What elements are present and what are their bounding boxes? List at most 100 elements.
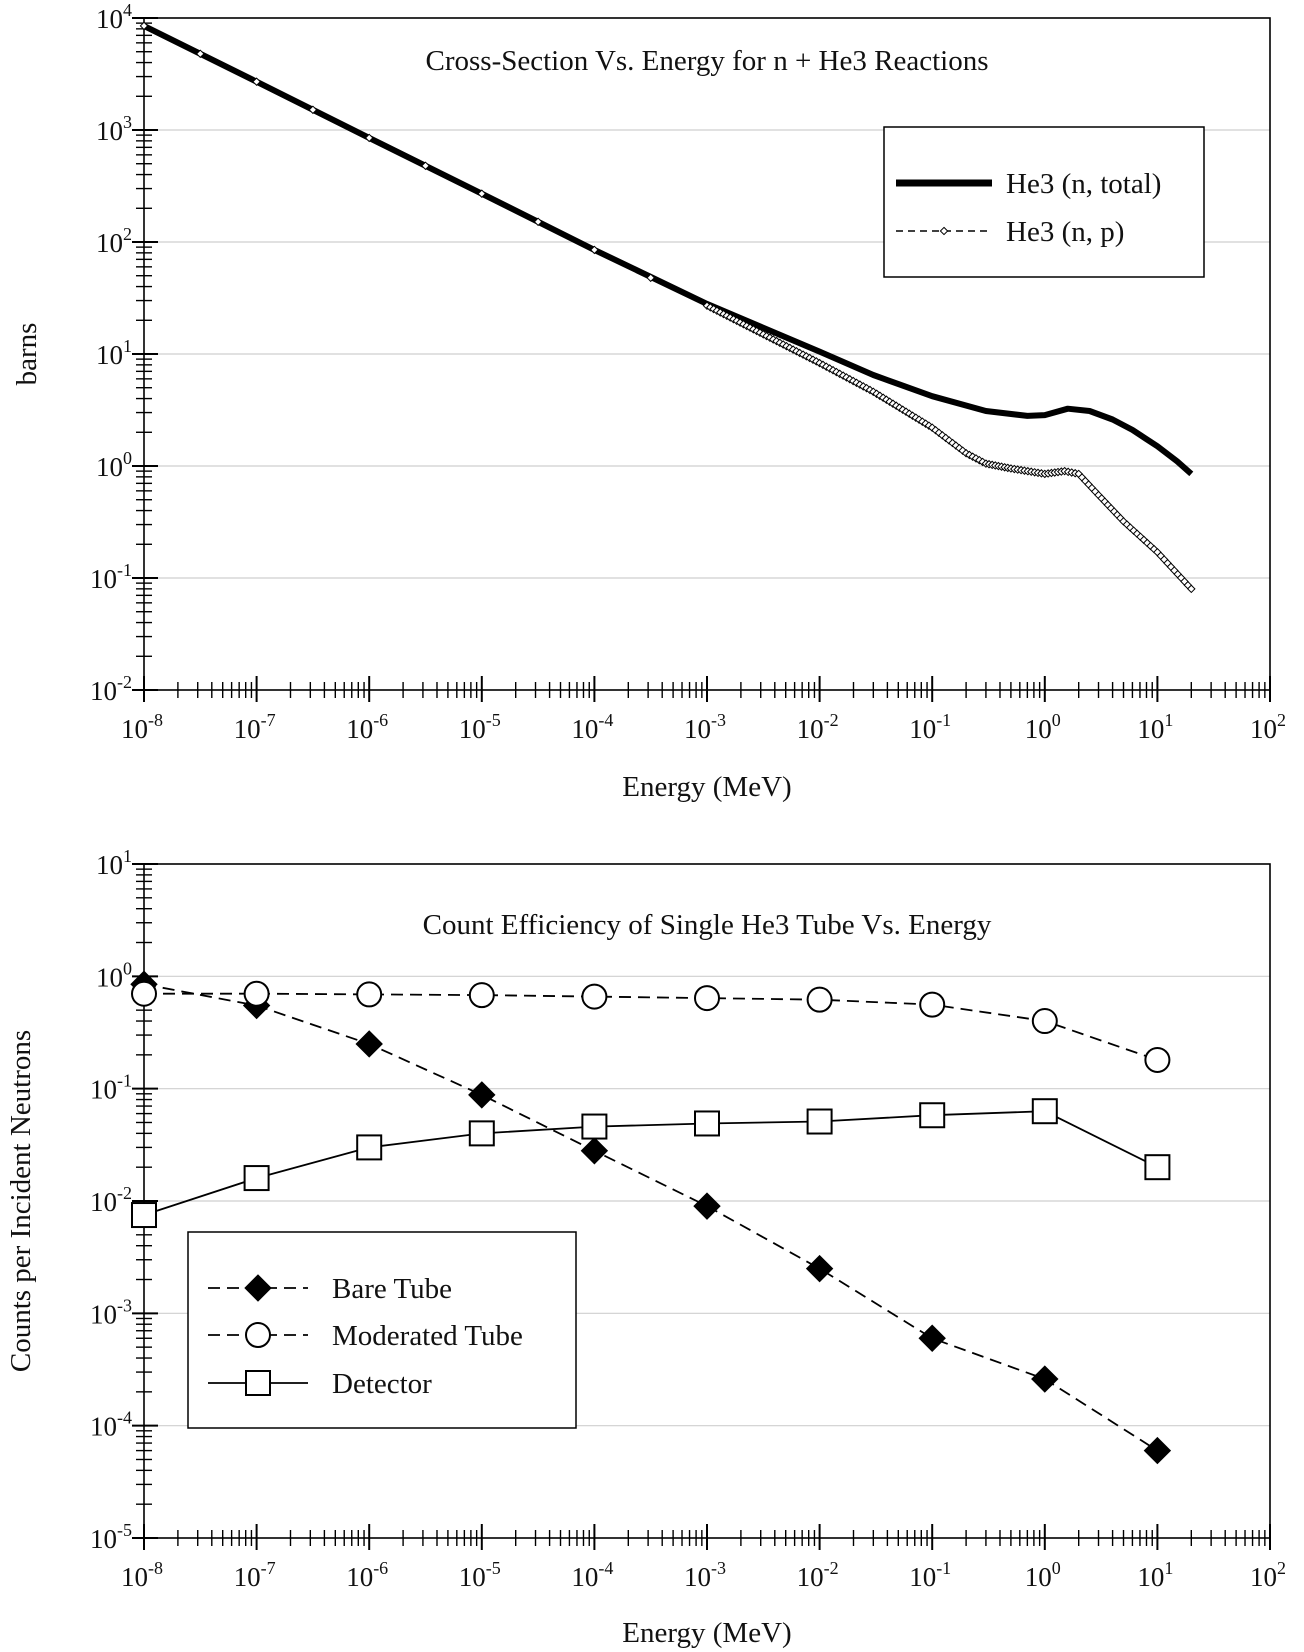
y-tick-label: 10-1 xyxy=(90,560,132,594)
x-tick-label: 10-2 xyxy=(797,1558,839,1592)
x-tick-label: 10-1 xyxy=(909,1558,951,1592)
data-point xyxy=(131,1202,157,1229)
x-tick-label: 100 xyxy=(1025,710,1061,744)
data-point xyxy=(364,133,374,143)
data-point xyxy=(477,189,487,198)
y-tick-label: 100 xyxy=(96,958,132,992)
data-point xyxy=(581,1113,608,1140)
x-tick-label: 10-8 xyxy=(121,710,163,744)
data-point xyxy=(931,425,940,435)
data-point xyxy=(195,49,205,59)
y-tick-label: 10-2 xyxy=(90,672,132,706)
x-tick-label: 10-5 xyxy=(459,1558,501,1592)
y-tick-label: 10-5 xyxy=(90,1520,132,1554)
x-axis-title: Energy (MeV) xyxy=(622,771,791,803)
series-line xyxy=(143,1110,1158,1216)
legend-marker xyxy=(245,1370,271,1396)
y-tick-label: 10-1 xyxy=(90,1071,132,1105)
data-point xyxy=(308,105,318,115)
y-tick-label: 10-3 xyxy=(90,1295,132,1329)
x-tick-label: 10-3 xyxy=(684,1558,726,1592)
x-tick-label: 10-7 xyxy=(234,1558,276,1592)
series-moderated-tube xyxy=(131,980,1171,1073)
data-point xyxy=(1144,1154,1171,1181)
data-point xyxy=(580,1137,609,1165)
data-point xyxy=(590,245,599,255)
data-point xyxy=(243,980,270,1007)
series-he3-n-p xyxy=(139,21,1196,594)
data-point xyxy=(421,161,430,171)
data-point xyxy=(468,1120,495,1147)
y-tick-label: 101 xyxy=(96,846,132,880)
y-tick-label: 10-4 xyxy=(90,1408,132,1442)
data-point xyxy=(919,1102,946,1129)
y-tick-label: 103 xyxy=(96,112,132,146)
data-point xyxy=(806,1108,833,1135)
y-tick-label: 101 xyxy=(96,336,132,370)
data-point xyxy=(941,433,951,443)
data-point xyxy=(934,428,944,438)
legend-label: Detector xyxy=(332,1368,432,1400)
cross-section-chart: 10-8 10-7 10-6 10-5 10-4 10-3 10-2 10-1 100 101 10… xyxy=(11,0,1286,803)
legend-label: Bare Tube xyxy=(332,1273,452,1305)
series-detector xyxy=(131,1098,1171,1229)
legend-label: He3 (n, p) xyxy=(1006,216,1124,248)
data-point xyxy=(468,982,495,1009)
data-point xyxy=(356,1134,383,1161)
data-point xyxy=(693,1192,721,1220)
data-point xyxy=(131,980,157,1007)
data-point xyxy=(468,1081,496,1109)
x-tick-label: 10-7 xyxy=(234,710,276,744)
x-tick-label: 101 xyxy=(1137,1558,1173,1592)
x-tick-label: 102 xyxy=(1250,710,1286,744)
y-tick-label: 102 xyxy=(96,224,132,258)
data-point xyxy=(243,1165,270,1192)
x-tick-label: 101 xyxy=(1137,710,1173,744)
x-tick-label: 10-6 xyxy=(346,1558,388,1592)
x-tick-label: 100 xyxy=(1025,1558,1061,1592)
legend: Bare Tube Moderated Tube Detector xyxy=(187,1231,577,1429)
data-point xyxy=(1186,584,1196,594)
data-point xyxy=(694,985,720,1012)
data-point xyxy=(1143,1436,1172,1465)
y-axis-title: barns xyxy=(11,323,43,386)
data-point xyxy=(646,273,656,283)
data-point xyxy=(355,1030,383,1058)
y-axis-title: Counts per Incident Neutrons xyxy=(5,1030,37,1372)
x-tick-label: 10-4 xyxy=(571,710,613,744)
data-point xyxy=(918,1324,946,1352)
x-tick-label: 10-6 xyxy=(346,710,388,744)
data-point xyxy=(139,21,149,31)
data-point xyxy=(1031,1098,1058,1125)
data-point xyxy=(806,986,833,1013)
y-tick-label: 104 xyxy=(96,0,132,34)
x-tick-label: 10-5 xyxy=(459,710,501,744)
x-tick-label: 10-8 xyxy=(121,1558,163,1592)
chart-title: Cross-Section Vs. Energy for n + He3 Rea… xyxy=(426,45,989,77)
data-point xyxy=(927,423,937,432)
data-point xyxy=(1144,1046,1171,1073)
series-line xyxy=(144,992,1158,1061)
data-point xyxy=(533,217,543,227)
y-tick-label: 10-2 xyxy=(90,1183,132,1217)
data-point xyxy=(919,991,946,1018)
y-tick-label: 100 xyxy=(96,448,132,482)
x-tick-label: 10-3 xyxy=(684,710,726,744)
count-efficiency-chart: 10-8 10-7 10-6 10-5 10-4 10-3 10-2 10-1 100 101 10… xyxy=(5,846,1286,1649)
data-point xyxy=(1031,1365,1059,1393)
data-point xyxy=(938,431,947,440)
legend-marker xyxy=(245,1322,271,1348)
series-line xyxy=(143,983,1158,1452)
x-tick-label: 10-1 xyxy=(909,710,951,744)
data-point xyxy=(805,1254,834,1283)
data-point xyxy=(252,77,261,86)
legend-marker xyxy=(939,226,949,236)
x-tick-label: 102 xyxy=(1250,1558,1286,1592)
data-point xyxy=(356,981,383,1008)
legend-label: Moderated Tube xyxy=(332,1320,523,1352)
chart-title: Count Efficiency of Single He3 Tube Vs. … xyxy=(423,909,992,941)
legend: He3 (n, total) He3 (n, p) xyxy=(883,126,1205,278)
x-axis-title: Energy (MeV) xyxy=(622,1617,791,1649)
legend-box xyxy=(883,126,1205,278)
